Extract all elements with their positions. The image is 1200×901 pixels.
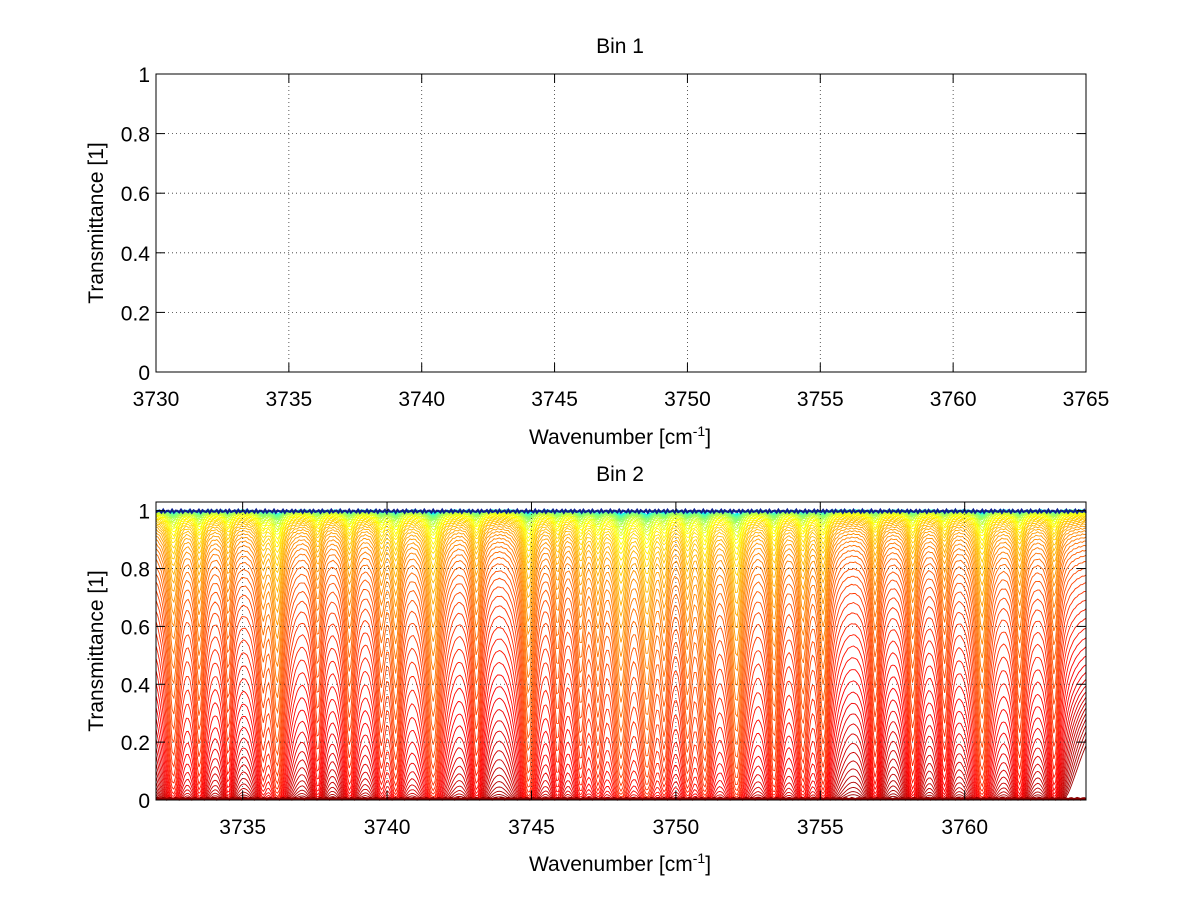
bin1-xtick-label: 3750 [664,388,711,411]
bin2-xtick-label: 3740 [364,816,411,839]
bin2-title: Bin 2 [596,463,644,486]
bin2-grid [156,502,1086,800]
bin2-ytick-label: 0.6 [121,616,150,639]
bin1-ytick-label: 0.2 [121,302,150,325]
bin2-spectrum-line [155,527,1087,643]
bin1-ylabel: Transmittance [1] [85,142,108,303]
bin1-xtick-label: 3740 [398,388,445,411]
bin2-spectrum-line [155,549,1087,734]
bin2-spectrum-line-top [155,507,1087,515]
bin2-spectrum-line [156,515,1087,561]
bin1-ytick-label: 1 [138,64,150,87]
bin2-xtick-label: 3735 [219,816,266,839]
bin2-ytick-label: 0.2 [121,732,150,755]
bin2-series [155,507,1087,801]
bin1-xtick-label: 3735 [265,388,312,411]
bin1-xticks: 3730 3735 3740 3745 3750 3755 3760 3765 [133,74,1110,411]
bin2-ylabel: Transmittance [1] [85,570,108,731]
bin2-xtick-label: 3755 [797,816,844,839]
bin1-title: Bin 1 [596,35,644,58]
bin2-spectrum-line [155,518,1087,585]
bin2-ytick-label: 0.4 [121,674,151,697]
bin2-xtick-label: 3750 [653,816,700,839]
bin2-spectrum-line [155,510,1087,529]
bin2-spectrum-line [155,561,1087,759]
bin2-spectrum-line-bottom [155,796,1087,801]
bin1-xlabel: Wavenumber [cm-1] [529,423,711,449]
bin2-spectrum-line [155,530,1087,657]
bin2-xticks: 3735 3740 3745 3750 3755 3760 [219,502,988,839]
axes-bin2: Bin 2 3735 3740 3745 3750 3755 3760 0 0.2 0.4 0.… [85,463,1087,876]
bin2-spectrum-line [155,590,1086,793]
bin1-ytick-label: 0.8 [121,124,150,147]
bin2-spectrum-line [155,523,1087,618]
bin2-spectrum-line [155,574,1087,779]
bin2-spectrum-line [155,544,1087,718]
bin2-xlabel: Wavenumber [cm-1] [529,850,711,876]
bin2-spectrum-line [155,540,1086,703]
bin2-xtick-label: 3745 [508,816,555,839]
bin2-ytick-label: 0.8 [121,559,150,582]
bin2-spectrum-line [155,519,1087,596]
bin2-spectrum-line [155,525,1087,630]
bin2-spectrum-line [155,582,1087,787]
bin2-spectrum-line [155,536,1087,687]
bin2-ytick-label: 0 [138,790,150,813]
bin2-spectrum-line [155,513,1087,551]
bin2-spectrum-line [155,533,1087,672]
bin1-ytick-label: 0.4 [121,243,151,266]
bin2-yticks: 0 0.2 0.4 0.6 0.8 1 [121,501,1086,813]
bin2-axes-box [155,501,1087,801]
bin1-ytick-label: 0 [138,362,150,385]
bin2-spectrum-line [155,517,1087,577]
bin2-spectrum-line [155,554,1087,748]
bin1-axes-box [155,73,1087,373]
bin1-xtick-label: 3760 [930,388,977,411]
bin2-spectrum-line [155,608,1087,798]
bin2-spectrum-line [155,512,1087,541]
bin2-spectrum-line [155,567,1087,771]
bin1-ytick-label: 0.6 [121,183,150,206]
bin1-xtick-label: 3755 [797,388,844,411]
bin1-xtick-label: 3745 [531,388,578,411]
bin1-xtick-label: 3730 [133,388,180,411]
bin2-spectrum-line [155,514,1087,556]
bin1-yticks: 0 0.2 0.4 0.6 0.8 1 [121,64,1086,385]
bin1-grid [156,74,1086,372]
bin2-ytick-label: 1 [138,501,150,524]
bin2-spectrum-line [155,521,1087,607]
bin1-xtick-label: 3765 [1063,388,1110,411]
axes-bin1: Bin 1 3730 3735 3740 3745 3750 3755 3760 3765 0… [85,35,1109,449]
bin2-xtick-label: 3760 [941,816,988,839]
bin2-spectrum-line [155,599,1087,796]
